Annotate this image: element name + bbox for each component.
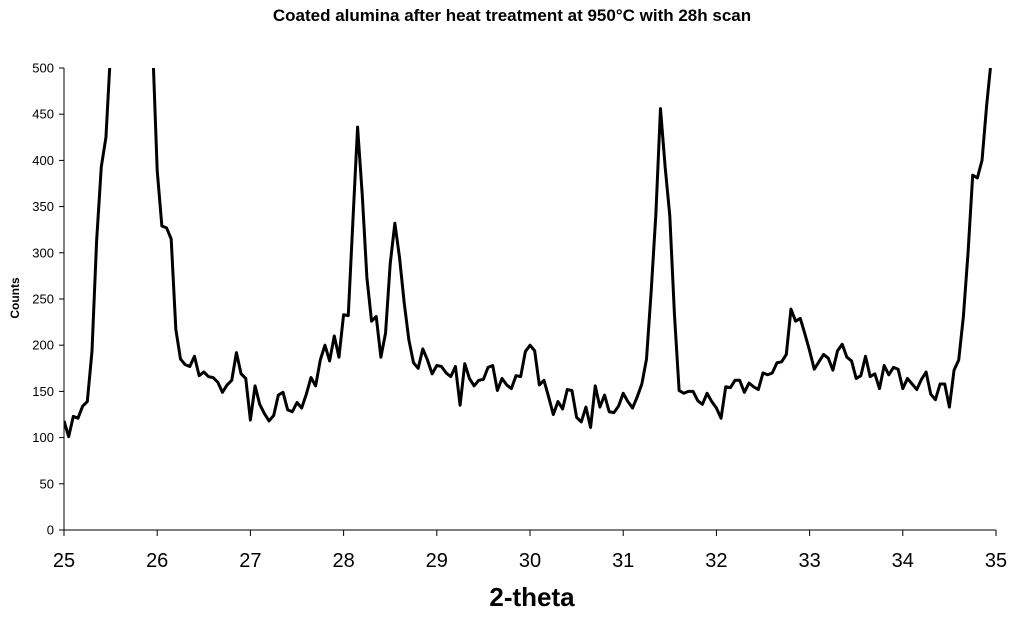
y-tick-label: 250	[32, 292, 54, 307]
x-tick-label: 32	[705, 550, 727, 572]
x-tick-label: 26	[146, 550, 168, 572]
series-line	[64, 68, 992, 439]
x-tick-label: 27	[239, 550, 261, 572]
x-tick-label: 33	[798, 550, 820, 572]
y-tick-label: 100	[32, 430, 54, 445]
y-axis-title: Counts	[8, 277, 22, 319]
y-tick-label: 500	[32, 61, 54, 76]
y-tick-label: 0	[47, 523, 54, 538]
x-tick-label: 29	[426, 550, 448, 572]
x-axis: 25 26 27 28 29 30 31 32 33 34 35	[53, 529, 1007, 572]
y-tick-label: 300	[32, 245, 54, 260]
y-tick-label: 350	[32, 199, 54, 214]
x-tick-label: 34	[892, 550, 914, 572]
x-tick-label: 28	[332, 550, 354, 572]
x-axis-title: 2-theta	[489, 582, 575, 612]
y-tick-label: 150	[32, 384, 54, 399]
x-tick-label: 31	[612, 550, 634, 572]
x-tick-label: 30	[519, 550, 541, 572]
y-tick-label: 50	[40, 476, 54, 491]
y-tick-label: 200	[32, 338, 54, 353]
y-axis: 0 50 100 150 200 250 300 350 400 450 500	[32, 61, 65, 538]
y-tick-label: 400	[32, 153, 54, 168]
y-tick-label: 450	[32, 107, 54, 122]
chart-title: Coated alumina after heat treatment at 9…	[272, 6, 752, 25]
x-tick-label: 25	[53, 550, 75, 572]
x-tick-label: 35	[985, 550, 1007, 572]
